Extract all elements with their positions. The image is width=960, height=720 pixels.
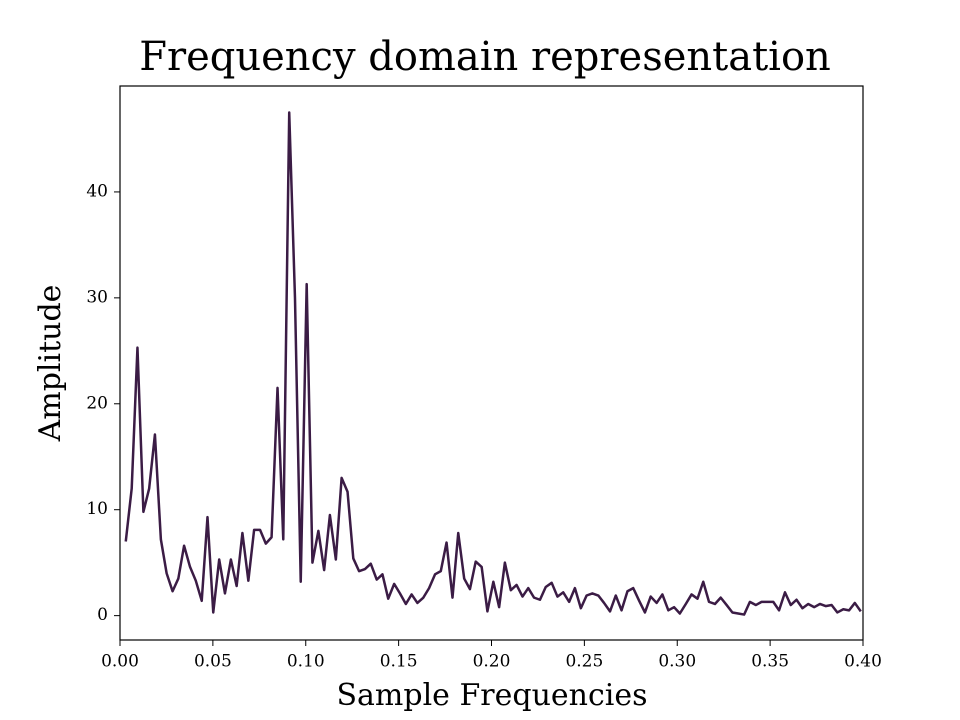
y-tick-label: 20 xyxy=(86,393,108,413)
x-tick-label: 0.30 xyxy=(658,652,696,672)
x-tick-label: 0.25 xyxy=(565,652,603,672)
y-tick-label: 40 xyxy=(86,181,108,201)
x-tick-label: 0.00 xyxy=(101,652,139,672)
y-tick-label: 0 xyxy=(97,605,108,625)
plot-frame xyxy=(119,85,864,641)
chart-title: Frequency domain representation xyxy=(139,34,831,80)
data-line xyxy=(124,111,862,616)
x-tick-label: 0.20 xyxy=(473,652,511,672)
y-axis-label: Amplitude xyxy=(33,285,68,443)
y-tick-label: 30 xyxy=(86,287,108,307)
y-tick-label: 10 xyxy=(86,499,108,519)
x-tick-label: 0.15 xyxy=(380,652,418,672)
x-axis-label: Sample Frequencies xyxy=(336,678,647,713)
x-tick-label: 0.40 xyxy=(844,652,882,672)
x-tick-label: 0.10 xyxy=(287,652,325,672)
x-tick-label: 0.35 xyxy=(751,652,789,672)
x-tick-label: 0.05 xyxy=(194,652,232,672)
